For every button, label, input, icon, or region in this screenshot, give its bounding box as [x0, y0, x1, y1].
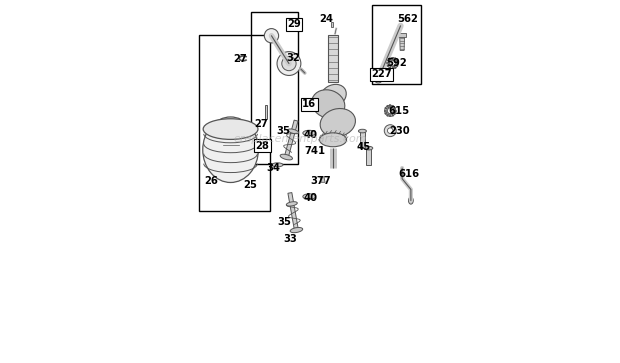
- Polygon shape: [288, 193, 298, 228]
- Polygon shape: [366, 148, 371, 165]
- Text: 592: 592: [386, 58, 407, 68]
- Ellipse shape: [286, 202, 297, 206]
- Ellipse shape: [365, 146, 373, 150]
- Text: 616: 616: [398, 170, 419, 179]
- Bar: [199, 34, 270, 211]
- Text: 562: 562: [397, 14, 418, 24]
- Text: 40: 40: [304, 130, 318, 140]
- Text: 35: 35: [277, 217, 291, 227]
- Polygon shape: [398, 33, 406, 37]
- Ellipse shape: [290, 228, 303, 233]
- Circle shape: [384, 125, 396, 136]
- Text: 615: 615: [389, 106, 410, 116]
- Polygon shape: [320, 177, 325, 182]
- Text: 35: 35: [276, 126, 290, 136]
- Circle shape: [277, 52, 301, 76]
- Circle shape: [390, 60, 396, 66]
- Text: 230: 230: [389, 126, 410, 136]
- Text: 27: 27: [255, 119, 268, 129]
- Ellipse shape: [320, 84, 346, 108]
- Text: 40: 40: [304, 193, 318, 203]
- Polygon shape: [285, 120, 298, 156]
- Circle shape: [388, 128, 393, 134]
- Ellipse shape: [358, 129, 366, 133]
- Text: 377: 377: [311, 176, 332, 187]
- Text: 33: 33: [283, 234, 297, 244]
- Text: 28: 28: [255, 141, 269, 151]
- Ellipse shape: [320, 109, 355, 137]
- Text: 27: 27: [234, 54, 247, 64]
- Text: 26: 26: [205, 176, 218, 187]
- Ellipse shape: [203, 119, 258, 139]
- Ellipse shape: [319, 133, 347, 147]
- Text: 24: 24: [320, 14, 334, 24]
- Text: 32: 32: [286, 53, 300, 62]
- Text: ereplacementparts.com: ereplacementparts.com: [233, 134, 367, 144]
- Circle shape: [388, 108, 393, 114]
- Polygon shape: [265, 105, 267, 119]
- Ellipse shape: [303, 130, 316, 136]
- Bar: [371, 5, 421, 84]
- Circle shape: [376, 77, 380, 81]
- Ellipse shape: [203, 117, 259, 183]
- Circle shape: [387, 58, 398, 69]
- Ellipse shape: [272, 163, 283, 167]
- Circle shape: [264, 29, 278, 43]
- Polygon shape: [328, 34, 338, 82]
- Polygon shape: [330, 22, 333, 27]
- Text: 29: 29: [287, 19, 301, 29]
- Circle shape: [384, 105, 396, 117]
- Polygon shape: [400, 37, 404, 50]
- Polygon shape: [360, 131, 365, 148]
- Text: 45: 45: [356, 142, 371, 151]
- Ellipse shape: [288, 129, 299, 134]
- Ellipse shape: [312, 90, 345, 118]
- Text: 741: 741: [304, 146, 326, 155]
- Ellipse shape: [409, 197, 414, 204]
- Circle shape: [374, 75, 383, 83]
- Bar: [251, 12, 298, 164]
- Ellipse shape: [303, 194, 316, 199]
- Circle shape: [282, 56, 296, 71]
- Text: 25: 25: [244, 180, 257, 190]
- Text: 34: 34: [267, 163, 280, 172]
- Text: 227: 227: [371, 69, 392, 79]
- Ellipse shape: [280, 154, 293, 160]
- Text: 16: 16: [302, 99, 316, 110]
